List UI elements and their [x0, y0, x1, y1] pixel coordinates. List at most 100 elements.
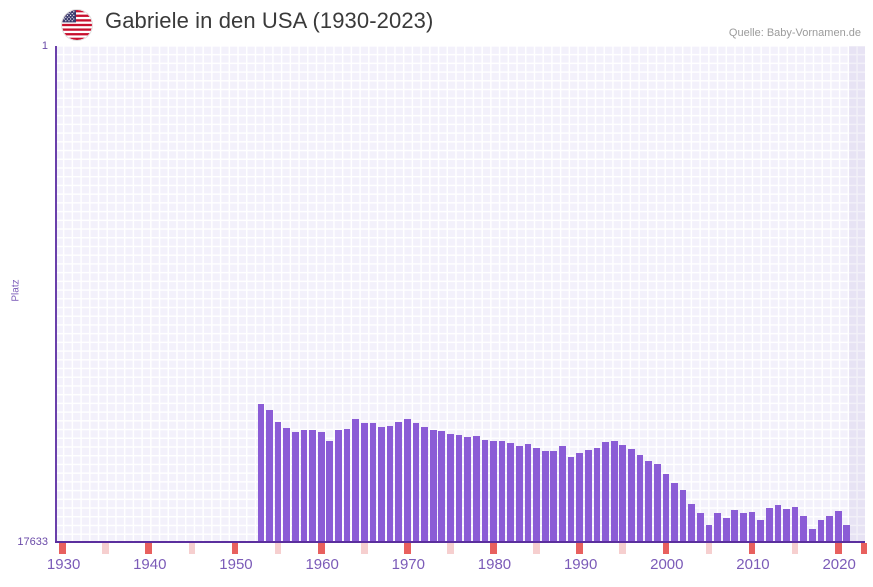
x-axis-tickmarks [55, 543, 868, 554]
bar-2007 [722, 518, 730, 542]
x-axis-label-1940: 1940 [133, 556, 167, 573]
tickmark-1940 [145, 543, 153, 554]
bar-1976 [455, 435, 463, 542]
bar-1965 [360, 423, 368, 542]
bar-1954 [266, 410, 273, 542]
x-axis-label-1990: 1990 [563, 556, 598, 573]
tickmark-2005 [705, 543, 713, 554]
bar-1971 [412, 423, 420, 542]
x-axis-labels: 1930 1940 1950 1960 1970 1980 1990 2000 2010 2020 [0, 556, 873, 582]
bar-1961 [326, 441, 334, 542]
bar-1968 [386, 426, 394, 542]
x-axis-label-1960: 1960 [305, 556, 339, 573]
tickmark-2015 [791, 543, 799, 554]
tickmark-1980 [490, 543, 497, 554]
source-attribution: Quelle: Baby-Vornamen.de [728, 27, 861, 39]
y-axis-bottom-label: 17633 [17, 536, 48, 548]
bar-1975 [447, 434, 454, 542]
bar-1972 [421, 427, 428, 542]
bar-1963 [343, 429, 351, 542]
x-axis-label-2000: 2000 [650, 556, 684, 573]
bar-1999 [653, 464, 661, 542]
x-axis-label-1930: 1930 [46, 556, 81, 573]
y-axis-top-label: 1 [41, 40, 48, 52]
us-flag-icon [62, 10, 92, 40]
bar-2004 [696, 513, 704, 542]
bar-1981 [498, 441, 506, 542]
bar-1989 [567, 457, 575, 542]
bar-1994 [610, 441, 618, 542]
bar-1995 [619, 445, 627, 542]
tickmark-2000 [662, 543, 670, 554]
bar-1983 [516, 446, 523, 542]
bar-2009 [740, 513, 747, 542]
bar-1993 [602, 442, 609, 542]
bar-2013 [774, 505, 782, 542]
tickmark-1950 [231, 543, 239, 554]
tickmark-1955 [274, 543, 282, 554]
tickmark-1960 [317, 543, 325, 554]
bar-1986 [541, 451, 549, 542]
bar-1985 [533, 448, 540, 542]
tickmark-1995 [619, 543, 627, 554]
bar-series [55, 46, 865, 542]
bar-1974 [438, 431, 446, 542]
x-axis-label-1970: 1970 [391, 556, 425, 573]
bar-2008 [731, 510, 739, 542]
bar-1958 [300, 430, 308, 542]
bar-2002 [679, 490, 687, 542]
x-axis-label-1980: 1980 [477, 556, 512, 573]
bar-2010 [748, 512, 756, 542]
bar-2011 [757, 520, 764, 542]
bar-1992 [593, 448, 601, 542]
bar-1988 [559, 446, 566, 542]
bar-1967 [378, 427, 385, 542]
bar-2020 [834, 511, 842, 542]
bar-2017 [808, 529, 816, 542]
bar-1953 [257, 404, 265, 542]
bar-1991 [584, 450, 592, 542]
tickmark-1975 [447, 543, 454, 554]
tickmark-1970 [403, 543, 411, 554]
bar-1984 [524, 444, 532, 542]
x-axis-line [55, 541, 865, 543]
bar-2019 [826, 516, 833, 542]
bar-1966 [369, 423, 377, 542]
bar-1960 [317, 432, 325, 542]
bar-1969 [395, 422, 403, 542]
tickmark-2010 [748, 543, 756, 554]
bar-1959 [309, 430, 316, 542]
bar-1973 [429, 430, 437, 542]
bar-2006 [714, 513, 721, 542]
bar-1982 [507, 443, 515, 542]
tickmark-1965 [360, 543, 368, 554]
x-axis-label-1950: 1950 [219, 556, 253, 573]
plot-area [55, 46, 865, 542]
bar-1998 [645, 461, 652, 542]
bar-1955 [274, 422, 282, 542]
x-axis-label-2020: 2020 [822, 556, 856, 573]
chart-title: Gabriele in den USA (1930-2023) [105, 8, 434, 33]
bar-2018 [817, 520, 825, 542]
y-axis-line [55, 46, 57, 543]
bar-1977 [464, 437, 472, 542]
bar-1997 [636, 455, 644, 542]
tickmark-1990 [576, 543, 584, 554]
bar-1987 [550, 451, 558, 542]
bar-2001 [671, 483, 678, 542]
chart-header: Gabriele in den USA (1930-2023) Quelle: … [0, 0, 873, 44]
tickmark-2023 [860, 543, 868, 554]
bar-1964 [352, 419, 359, 542]
bar-2014 [783, 509, 790, 542]
bar-2003 [688, 504, 696, 542]
bar-1990 [576, 453, 584, 542]
y-axis-title: Platz [10, 279, 22, 302]
tickmark-2020 [834, 543, 842, 554]
tickmark-1985 [533, 543, 540, 554]
tickmark-1930 [59, 543, 67, 554]
bar-1956 [283, 428, 291, 542]
bar-1970 [403, 419, 411, 542]
bar-2012 [765, 508, 773, 542]
x-axis-label-2010: 2010 [736, 556, 770, 573]
bar-2021 [843, 525, 851, 542]
